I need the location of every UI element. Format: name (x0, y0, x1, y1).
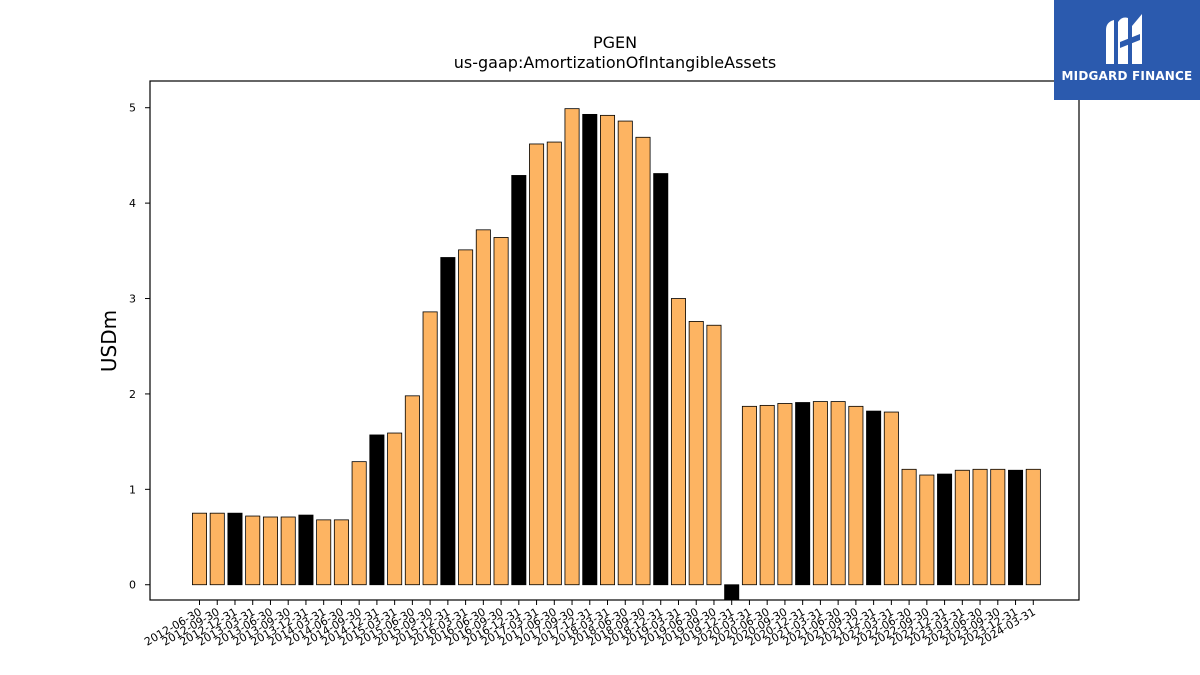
y-tick-label: 0 (129, 579, 136, 592)
bar-2018-06-30 (617, 120, 633, 586)
bar-2018-09-30 (635, 136, 651, 586)
bar-2019-12-31 (724, 584, 740, 601)
bar-2021-09-30 (848, 405, 864, 586)
bar-2018-03-31 (600, 114, 616, 586)
bar-2021-12-31 (866, 410, 882, 586)
bar-2013-06-30 (262, 516, 278, 586)
bar-2017-12-31 (582, 113, 598, 586)
bar-2023-03-31 (954, 469, 970, 586)
y-tick-label: 3 (129, 293, 136, 306)
bar-2017-03-31 (529, 143, 545, 586)
bar-2014-03-31 (316, 519, 332, 586)
bar-2016-03-31 (458, 249, 474, 586)
bar-2014-06-30 (333, 519, 349, 586)
bar-2016-09-30 (493, 237, 509, 586)
bar-2013-09-30 (280, 516, 296, 586)
bar-2015-06-30 (404, 395, 420, 586)
bar-2022-03-31 (883, 411, 899, 586)
bar-2019-03-31 (670, 298, 686, 586)
bar-2020-06-30 (759, 404, 775, 586)
bar-2012-09-30 (209, 512, 225, 586)
y-axis-ticks: 0 1 2 3 4 5 (129, 102, 150, 592)
bar-2012-06-30 (191, 512, 207, 586)
bar-2015-03-31 (387, 432, 403, 586)
bar-2015-12-31 (440, 257, 456, 586)
bar-2013-12-31 (298, 514, 314, 586)
bar-2022-09-30 (919, 474, 935, 586)
bar-2022-06-30 (901, 468, 917, 586)
bar-2016-12-31 (511, 175, 527, 586)
bar-2017-06-30 (546, 141, 562, 586)
bar-2021-03-31 (812, 401, 828, 586)
logo-wordmark: MIDGARD FINANCE (1061, 69, 1193, 83)
chart-title: PGEN (593, 33, 637, 52)
plot-area-frame (149, 80, 1080, 601)
bar-2019-09-30 (706, 324, 722, 586)
bar-2020-03-31 (741, 405, 757, 586)
bar-2024-03-31 (1025, 468, 1041, 586)
bar-2015-09-30 (422, 311, 438, 586)
chart-subtitle: us-gaap:AmortizationOfIntangibleAssets (454, 53, 776, 72)
bar-2012-12-31 (227, 512, 243, 586)
logo-mark-icon (1106, 14, 1142, 64)
y-tick-label: 1 (129, 483, 136, 496)
bar-2014-12-31 (369, 434, 385, 586)
bars-group (191, 108, 1041, 601)
bar-2018-12-31 (653, 173, 669, 586)
bar-2020-12-31 (795, 402, 811, 586)
bar-2013-03-31 (245, 515, 261, 586)
bar-2014-09-30 (351, 461, 367, 586)
y-tick-label: 5 (129, 102, 136, 115)
bar-2023-12-31 (1008, 469, 1024, 586)
y-axis-label: USDm (97, 310, 121, 372)
y-tick-label: 4 (129, 197, 136, 210)
bar-2023-09-30 (990, 468, 1006, 586)
bar-2019-06-30 (688, 321, 704, 586)
brand-logo: MIDGARD FINANCE (1054, 0, 1200, 100)
y-tick-label: 2 (129, 388, 136, 401)
bar-2023-06-30 (972, 468, 988, 586)
bar-2021-06-30 (830, 401, 846, 586)
bar-2020-09-30 (777, 403, 793, 586)
bar-2016-06-30 (475, 229, 491, 586)
bar-2022-12-31 (937, 473, 953, 586)
bar-2017-09-30 (564, 108, 580, 586)
x-axis-ticks: 2012-06-302012-09-302012-12-312013-03-31… (142, 600, 1038, 649)
